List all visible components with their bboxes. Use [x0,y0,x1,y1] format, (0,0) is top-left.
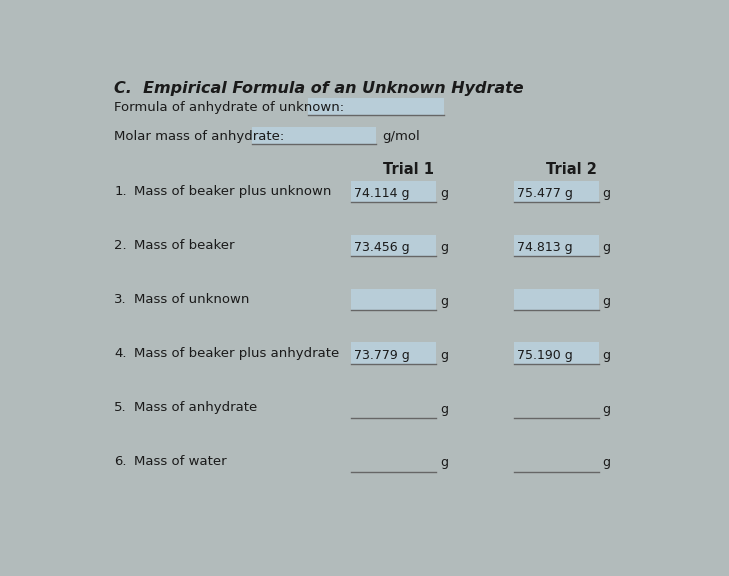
Text: Formula of anhydrate of unknown:: Formula of anhydrate of unknown: [114,101,345,113]
Bar [513,234,599,256]
Bar [351,343,436,364]
Text: 73.779 g: 73.779 g [354,348,410,362]
Text: 74.813 g: 74.813 g [517,241,572,254]
Text: 4.: 4. [114,347,127,360]
Bar [513,289,599,310]
Text: Mass of beaker plus anhydrate: Mass of beaker plus anhydrate [133,347,339,360]
Text: g: g [603,403,611,415]
Text: g: g [603,241,611,254]
Text: g: g [440,295,448,308]
Bar [351,234,436,256]
Text: 2.: 2. [114,239,127,252]
Text: g: g [603,348,611,362]
Bar [351,289,436,310]
Text: 1.: 1. [114,185,127,198]
Text: Mass of beaker plus unknown: Mass of beaker plus unknown [133,185,331,198]
Text: g/mol: g/mol [383,130,421,143]
Bar [252,127,376,144]
Text: Mass of water: Mass of water [133,455,227,468]
Text: Trial 2: Trial 2 [546,162,597,177]
Text: g: g [603,456,611,469]
Text: Mass of anhydrate: Mass of anhydrate [133,401,257,414]
Text: g: g [603,187,611,200]
Bar [513,181,599,202]
Text: g: g [440,456,448,469]
Text: g: g [440,348,448,362]
Text: C.  Empirical Formula of an Unknown Hydrate: C. Empirical Formula of an Unknown Hydra… [114,81,524,96]
Text: 3.: 3. [114,293,127,306]
Text: g: g [440,241,448,254]
Text: g: g [440,187,448,200]
Text: g: g [440,403,448,415]
Text: Mass of unknown: Mass of unknown [133,293,249,306]
Text: Mass of beaker: Mass of beaker [133,239,234,252]
Text: g: g [603,295,611,308]
Bar [308,97,444,115]
Text: Molar mass of anhydrate:: Molar mass of anhydrate: [114,130,284,143]
Text: 73.456 g: 73.456 g [354,241,410,254]
Text: 6.: 6. [114,455,127,468]
Text: 75.190 g: 75.190 g [517,348,572,362]
Text: Trial 1: Trial 1 [383,162,434,177]
Text: 74.114 g: 74.114 g [354,187,410,200]
Bar [513,343,599,364]
Text: 75.477 g: 75.477 g [517,187,572,200]
Bar [351,181,436,202]
Text: 5.: 5. [114,401,127,414]
